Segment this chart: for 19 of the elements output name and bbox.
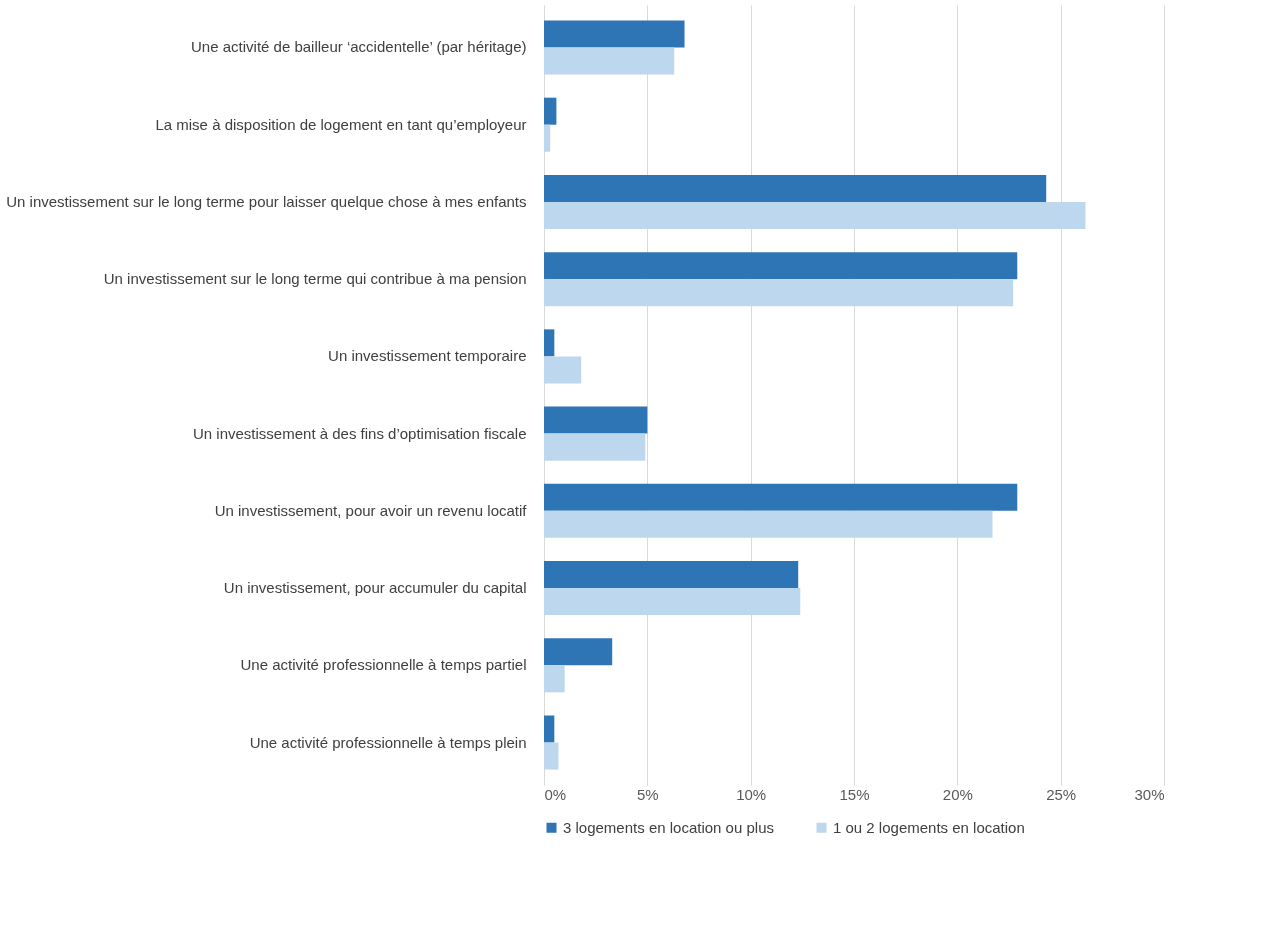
y-tick-label: Un investissement sur le long terme qui contribue à ma pension (103, 270, 527, 288)
y-tick-label: La mise à disposition de logement en tant qu’employeur (155, 115, 527, 133)
y-tick-label: Une activité professionnelle à temps partiel (240, 656, 527, 674)
legend-label: 1 ou 2 logements en location (833, 818, 1025, 836)
y-tick-label: Un investissement, pour accumuler du capital (223, 579, 527, 597)
x-tick-label: 0% (544, 785, 567, 803)
x-tick-label: 5% (636, 785, 659, 803)
x-tick-label: 15% (839, 785, 870, 803)
legend-label: 3 logements en location ou plus (563, 818, 774, 836)
x-tick-label: 25% (1046, 785, 1077, 803)
x-tick-label: 10% (736, 785, 767, 803)
y-tick-label: Un investissement à des fins d’optimisation fiscale (193, 424, 527, 442)
y-tick-label: Un investissement temporaire (328, 347, 527, 365)
x-tick-label: 30% (1134, 785, 1165, 803)
y-tick-label: Un investissement, pour avoir un revenu locatif (214, 501, 528, 519)
y-tick-label: Une activité professionnelle à temps plein (249, 733, 527, 751)
y-tick-label: Un investissement sur le long terme pour laisser quelque chose à mes enfants (6, 192, 527, 210)
y-tick-label: Une activité de bailleur ‘accidentelle’ (par héritage) (191, 38, 527, 56)
x-tick-label: 20% (942, 785, 973, 803)
